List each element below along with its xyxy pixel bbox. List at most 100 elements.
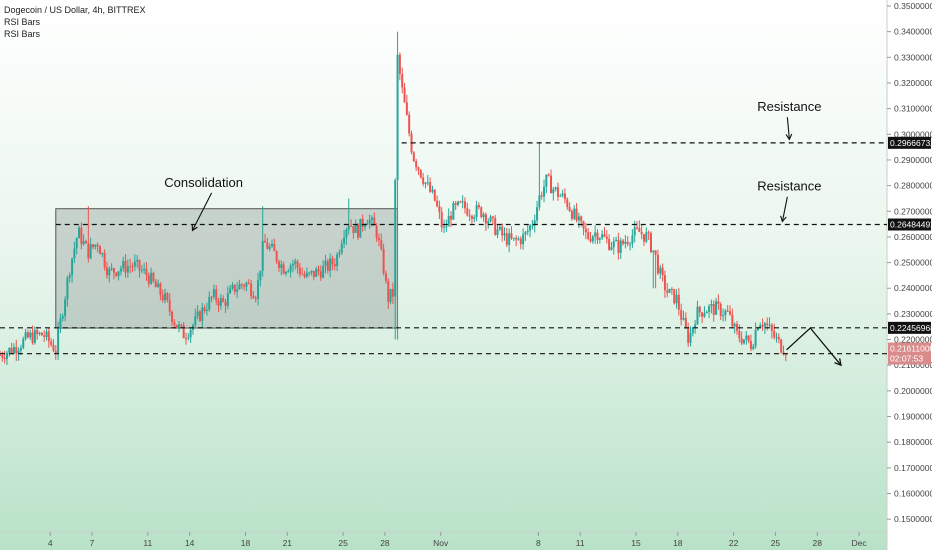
- candle-body: [396, 54, 399, 180]
- level-tag-label: 0.26484492: [890, 219, 932, 229]
- candle-body: [15, 347, 18, 354]
- candle-body: [545, 174, 548, 187]
- annotation-arrow: [781, 196, 788, 222]
- level-tag-bg: [888, 218, 931, 231]
- candle-body: [649, 233, 652, 253]
- candle-body: [461, 201, 464, 203]
- candle-body: [698, 306, 701, 313]
- candle-body: [642, 234, 645, 242]
- candle-body: [466, 208, 469, 216]
- candle-body: [287, 271, 290, 273]
- candle-body: [591, 236, 594, 242]
- candle-body: [384, 273, 387, 281]
- candle-body: [401, 74, 404, 88]
- indicator-label-1[interactable]: RSI Bars: [4, 17, 41, 27]
- candle-body: [577, 216, 580, 221]
- candle-body: [157, 283, 160, 288]
- candle-body: [559, 195, 562, 197]
- candle-body: [133, 261, 136, 267]
- candle-body: [75, 238, 78, 249]
- candle-body: [517, 238, 520, 240]
- candle-body: [310, 270, 313, 273]
- candle-body: [561, 193, 564, 196]
- candle-body: [510, 233, 513, 239]
- candle-body: [182, 324, 185, 339]
- candle-body: [370, 217, 373, 220]
- indicator-label-2[interactable]: RSI Bars: [4, 29, 41, 39]
- countdown-label: 02:07:53: [890, 354, 923, 364]
- candle-body: [773, 330, 776, 338]
- candle-body: [636, 227, 639, 229]
- candle-body: [217, 300, 220, 306]
- candle-body: [201, 307, 204, 321]
- candle-body: [408, 114, 411, 134]
- candle-body: [215, 289, 218, 301]
- candle-body: [115, 272, 118, 276]
- candle-body: [222, 298, 225, 302]
- y-tick-label: 0.15000000: [894, 514, 932, 524]
- candle-body: [326, 260, 329, 271]
- candle-body: [745, 335, 748, 340]
- candle-body: [103, 253, 106, 268]
- annotation-arrowhead: [780, 215, 787, 223]
- candle-body: [54, 351, 57, 354]
- candle-body: [566, 199, 569, 208]
- candle-body: [273, 244, 276, 252]
- candle-body: [712, 304, 715, 315]
- candle-body: [205, 309, 208, 311]
- x-tick-label: 21: [283, 538, 293, 548]
- candle-body: [387, 280, 390, 302]
- candle-body: [717, 301, 720, 305]
- candle-body: [236, 289, 239, 292]
- x-tick-label: 11: [576, 538, 585, 548]
- candle-body: [219, 298, 222, 306]
- candle-body: [398, 54, 401, 75]
- candle-body: [331, 258, 334, 265]
- x-tick-label: 7: [90, 538, 95, 548]
- x-tick-label: 25: [338, 538, 348, 548]
- candle-body: [610, 247, 613, 250]
- candle-body: [677, 294, 680, 310]
- candle-body: [701, 312, 704, 317]
- candle-body: [8, 347, 11, 353]
- candle-body: [742, 339, 745, 344]
- candle-body: [36, 330, 39, 334]
- x-tick-label: 28: [380, 538, 390, 548]
- x-tick-label: 8: [536, 538, 541, 548]
- x-tick-label: 14: [185, 538, 195, 548]
- candle-body: [733, 323, 736, 327]
- candle-body: [663, 275, 666, 291]
- candle-body: [598, 238, 601, 240]
- candle-body: [238, 284, 241, 290]
- candle-body: [305, 272, 308, 277]
- candle-body: [675, 294, 678, 304]
- current-price-label: 0.21611000: [890, 344, 932, 354]
- candle-body: [161, 295, 164, 301]
- candle-body: [417, 167, 420, 170]
- candle-body: [226, 293, 229, 306]
- candle-body: [280, 264, 283, 269]
- candle-body: [533, 220, 536, 226]
- x-tick-label: 22: [729, 538, 739, 548]
- candle-body: [347, 225, 350, 230]
- candle-body: [266, 242, 269, 249]
- candle-body: [754, 330, 757, 347]
- candle-body: [708, 306, 711, 312]
- x-tick-label: 15: [631, 538, 641, 548]
- candle-body: [350, 225, 353, 227]
- candle-body: [784, 354, 787, 356]
- candle-body: [775, 337, 778, 339]
- candle-body: [194, 315, 197, 326]
- candle-body: [422, 177, 425, 184]
- candle-body: [301, 274, 304, 276]
- candle-body: [770, 324, 773, 331]
- level-tag-bg: [888, 136, 931, 149]
- candle-body: [491, 216, 494, 219]
